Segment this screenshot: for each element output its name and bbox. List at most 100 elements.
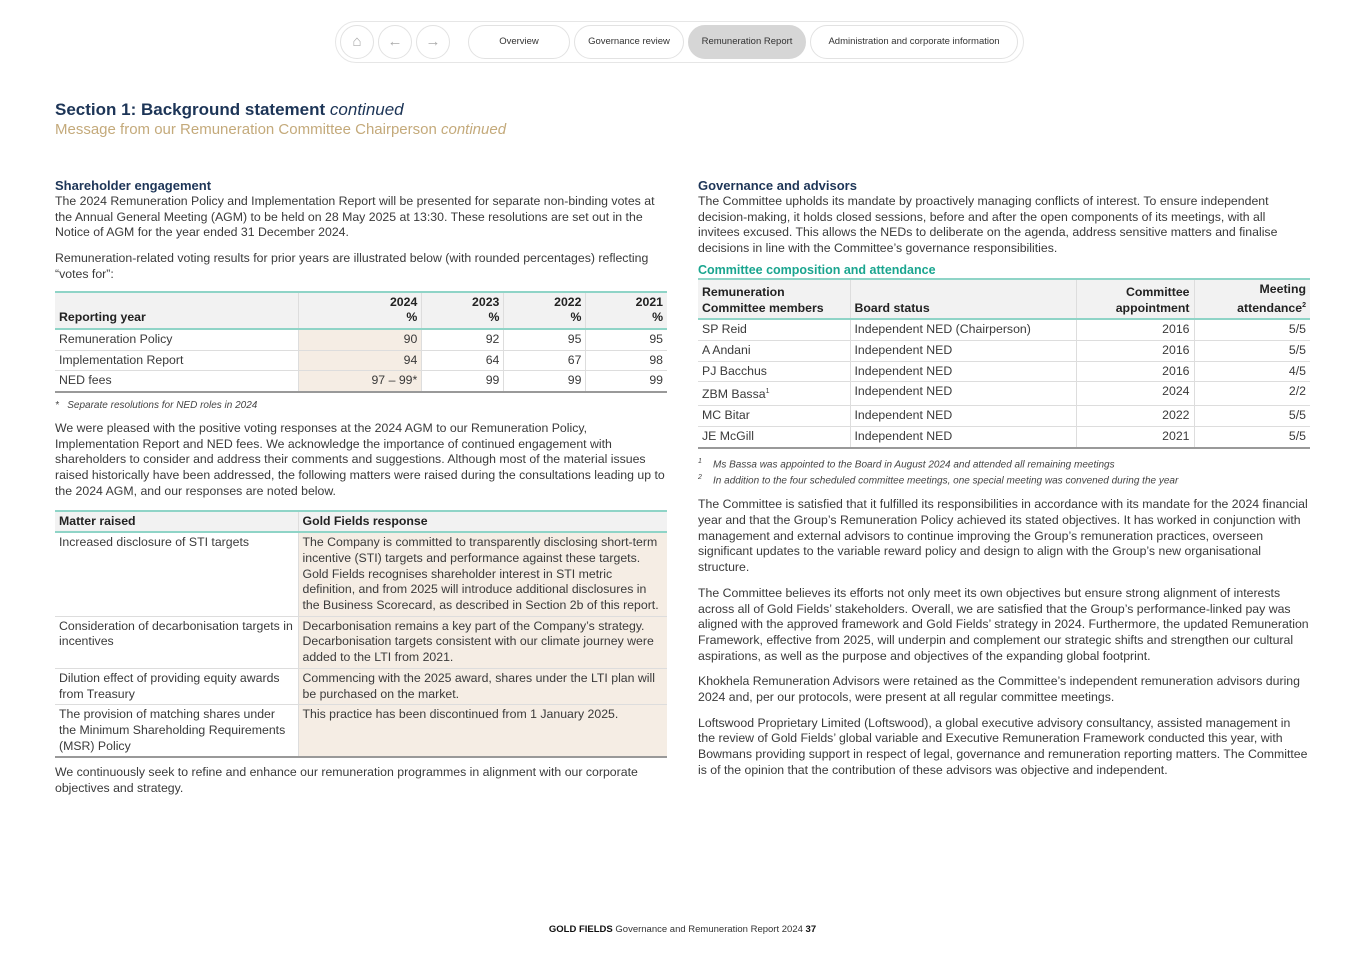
home-icon[interactable]: ⌂ bbox=[340, 25, 374, 59]
response-cell: The Company is committed to transparentl… bbox=[297, 532, 667, 617]
paragraph: We continuously seek to refine and enhan… bbox=[55, 765, 638, 796]
response-cell: Decarbonisation remains a key part of th… bbox=[297, 616, 667, 669]
vote-value: 92 bbox=[421, 328, 504, 351]
table-row: MC Bitar Independent NED 2022 5/5 bbox=[698, 405, 1310, 427]
response-cell: Commencing with the 2025 award, shares u… bbox=[297, 668, 667, 706]
vote-value: 98 bbox=[585, 350, 667, 372]
board-status: Independent NED bbox=[849, 361, 1076, 383]
table-row: PJ Bacchus Independent NED 2016 4/5 bbox=[698, 361, 1310, 383]
appointment-year: 2021 bbox=[1075, 426, 1194, 449]
attendance: 5/5 bbox=[1193, 319, 1310, 342]
column-header: 2024% bbox=[297, 291, 422, 329]
response-cell: This practice has been discontinued from… bbox=[297, 704, 667, 759]
table-row: Remuneration Policy 90 92 95 95 bbox=[55, 328, 667, 351]
member-name: ZBM Bassa1 bbox=[698, 381, 850, 407]
column-header: Reporting year bbox=[55, 291, 298, 329]
attendance: 2/2 bbox=[1193, 381, 1310, 407]
board-status: Independent NED (Chairperson) bbox=[849, 319, 1076, 342]
tab-governance-review[interactable]: Governance review bbox=[574, 25, 684, 59]
vote-value: 99 bbox=[421, 370, 504, 394]
paragraph: The Committee upholds its mandate by pro… bbox=[698, 194, 1278, 256]
member-name: PJ Bacchus bbox=[698, 361, 850, 383]
page-footer: GOLD FIELDS Governance and Remuneration … bbox=[548, 924, 817, 935]
table-title: Committee composition and attendance bbox=[698, 262, 936, 277]
column-header: Remuneration Committee members bbox=[698, 278, 850, 320]
column-header: 2021% bbox=[585, 291, 667, 329]
board-status: Independent NED bbox=[849, 340, 1076, 362]
board-status: Independent NED bbox=[849, 381, 1076, 407]
paragraph: Loftswood Proprietary Limited (Loftswood… bbox=[698, 715, 1308, 777]
page-number: 37 bbox=[805, 924, 817, 935]
column-header: 2023% bbox=[421, 291, 504, 329]
table-footnote: 2 In addition to the four scheduled comm… bbox=[698, 473, 1179, 487]
member-name: SP Reid bbox=[698, 319, 850, 342]
table-row: Consideration of decarbonisation targets… bbox=[55, 616, 667, 669]
column-header: Board status bbox=[849, 278, 1076, 320]
table-row: JE McGill Independent NED 2021 5/5 bbox=[698, 426, 1310, 449]
matters-raised-table: Matter raised Gold Fields response Incre… bbox=[55, 510, 667, 759]
board-status: Independent NED bbox=[849, 426, 1076, 449]
column-header: Matter raised bbox=[55, 510, 298, 533]
paragraph: The 2024 Remuneration Policy and Impleme… bbox=[55, 194, 655, 240]
paragraph: Remuneration-related voting results for … bbox=[55, 251, 649, 281]
matter-cell: The provision of matching shares under t… bbox=[55, 704, 298, 759]
table-row: Dilution effect of providing equity awar… bbox=[55, 668, 667, 706]
column-header: Meeting attendance2 bbox=[1193, 278, 1310, 320]
table-row: The provision of matching shares under t… bbox=[55, 704, 667, 759]
matter-cell: Increased disclosure of STI targets bbox=[55, 532, 298, 617]
vote-value: 67 bbox=[503, 350, 586, 372]
tab-overview[interactable]: Overview bbox=[468, 25, 570, 59]
vote-value: 90 bbox=[297, 328, 422, 351]
right-column: Governance and advisors The Committee up… bbox=[698, 178, 1310, 789]
arrow-right-icon[interactable]: → bbox=[416, 25, 450, 59]
paragraph: Khokhela Remuneration Advisors were reta… bbox=[698, 674, 1300, 705]
committee-table: Remuneration Committee members Board stat… bbox=[698, 278, 1310, 449]
vote-value: 99 bbox=[503, 370, 586, 394]
attendance: 4/5 bbox=[1193, 361, 1310, 383]
table-row: ZBM Bassa1 Independent NED 2024 2/2 bbox=[698, 381, 1310, 407]
table-footnote: * Separate resolutions for NED roles in … bbox=[55, 400, 258, 412]
table-row: Increased disclosure of STI targets The C… bbox=[55, 532, 667, 617]
column-header: Committee appointment bbox=[1075, 278, 1194, 320]
appointment-year: 2016 bbox=[1075, 361, 1194, 383]
vote-value: 95 bbox=[585, 328, 667, 351]
attendance: 5/5 bbox=[1193, 426, 1310, 449]
paragraph: The Committee believes its efforts not o… bbox=[698, 585, 1309, 663]
appointment-year: 2024 bbox=[1075, 381, 1194, 407]
tab-administration[interactable]: Administration and corporate information bbox=[810, 25, 1018, 59]
member-name: A Andani bbox=[698, 340, 850, 362]
paragraph: We were pleased with the positive voting… bbox=[55, 421, 665, 498]
table-footnote: 1 Ms Bassa was appointed to the Board in… bbox=[698, 457, 1115, 470]
member-name: JE McGill bbox=[698, 426, 850, 449]
table-row: Implementation Report 94 64 67 98 bbox=[55, 350, 667, 372]
page-title: Section 1: Background statement continue… bbox=[55, 100, 404, 119]
paragraph: The Committee is satisfied that it fulfi… bbox=[698, 497, 1308, 575]
vote-value: 95 bbox=[503, 328, 586, 351]
tab-remuneration-report[interactable]: Remuneration Report bbox=[688, 25, 806, 59]
vote-value: 94 bbox=[297, 350, 422, 372]
voting-results-table: Reporting year 2024% 2023% 2022% 2021% R… bbox=[55, 291, 667, 394]
top-navigation: ⌂ ← → Overview Governance review Remuner… bbox=[335, 21, 1024, 63]
vote-value: 64 bbox=[421, 350, 504, 372]
table-row: A Andani Independent NED 2016 5/5 bbox=[698, 340, 1310, 362]
board-status: Independent NED bbox=[849, 405, 1076, 427]
table-row: SP Reid Independent NED (Chairperson) 2016… bbox=[698, 319, 1310, 342]
column-header: Gold Fields response bbox=[297, 510, 667, 533]
section-heading: Shareholder engagement bbox=[55, 178, 212, 193]
attendance: 5/5 bbox=[1193, 340, 1310, 362]
row-label: NED fees bbox=[55, 370, 298, 394]
appointment-year: 2016 bbox=[1075, 319, 1194, 342]
vote-value: 99 bbox=[585, 370, 667, 394]
matter-cell: Consideration of decarbonisation targets… bbox=[55, 616, 298, 669]
column-header: 2022% bbox=[503, 291, 586, 329]
member-name: MC Bitar bbox=[698, 405, 850, 427]
left-column: Shareholder engagement The 2024 Remunera… bbox=[55, 178, 667, 807]
matter-cell: Dilution effect of providing equity awar… bbox=[55, 668, 298, 706]
row-label: Implementation Report bbox=[55, 350, 298, 372]
section-heading: Governance and advisors bbox=[698, 178, 857, 193]
page-subtitle: Message from our Remuneration Committee … bbox=[55, 121, 507, 138]
appointment-year: 2022 bbox=[1075, 405, 1194, 427]
arrow-left-icon[interactable]: ← bbox=[378, 25, 412, 59]
attendance: 5/5 bbox=[1193, 405, 1310, 427]
row-label: Remuneration Policy bbox=[55, 328, 298, 351]
